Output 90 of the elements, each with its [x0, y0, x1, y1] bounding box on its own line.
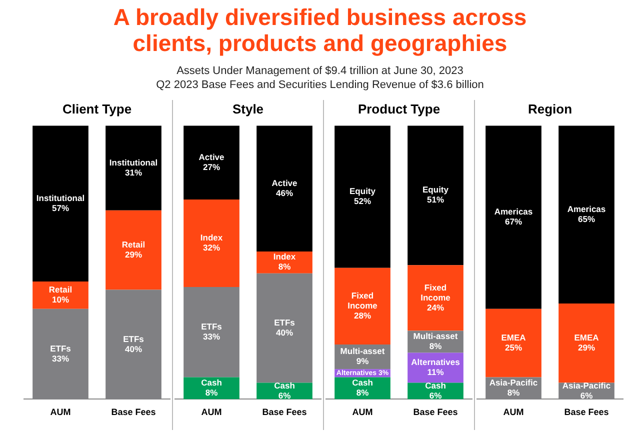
series-label: Asia-Pacific — [489, 378, 538, 388]
data-label: 8% — [278, 262, 292, 272]
data-label: 6% — [580, 390, 594, 400]
chart-title: Region — [528, 101, 572, 116]
bar — [106, 126, 162, 210]
data-label: 67% — [504, 216, 522, 227]
text: Americas — [494, 206, 533, 217]
bar — [256, 273, 312, 383]
text: Alternatives — [411, 357, 460, 368]
data-label: 25% — [504, 342, 522, 352]
bar — [32, 126, 88, 282]
chart-title: Style — [232, 101, 264, 116]
data-label: 51% — [426, 194, 444, 205]
text: Equity — [422, 184, 448, 195]
data-label: 32% — [202, 242, 220, 253]
series-label: Institutional — [36, 192, 85, 203]
data-label: 6% — [278, 390, 292, 400]
x-tick-label: Base Fees — [111, 407, 156, 418]
data-label: 8% — [507, 388, 520, 398]
data-label: 10% — [52, 294, 70, 305]
bar — [486, 308, 542, 378]
data-label: 29% — [578, 342, 596, 352]
data-label: 8% — [205, 388, 218, 398]
data-label: 33% — [52, 353, 70, 364]
bar — [256, 126, 312, 252]
data-label: 57% — [52, 202, 70, 213]
text: Retail — [122, 239, 146, 250]
bar — [408, 265, 464, 331]
text: A broadly diversified business across clients, products and geographies — [112, 4, 528, 56]
data-label: 31% — [124, 167, 142, 178]
data-label: 40% — [124, 344, 142, 354]
data-label: 29% — [124, 249, 142, 260]
data-label: 28% — [354, 310, 372, 321]
text: Q2 2023 Base Fees and Securities Lending Revenue of $3.6 billion — [155, 78, 485, 92]
data-label: 11% — [427, 367, 444, 378]
x-tick-label: Base Fees — [413, 407, 458, 418]
bar — [184, 199, 240, 288]
bar — [486, 126, 542, 309]
bar — [408, 126, 464, 266]
bar — [32, 282, 88, 309]
bar — [184, 287, 240, 378]
text: ETFs — [123, 334, 144, 344]
series-label: Index — [273, 252, 296, 262]
text: Active — [272, 178, 298, 188]
data-label: 9% — [356, 356, 370, 366]
x-tick-label: Base Fees — [262, 407, 307, 418]
bar — [106, 210, 162, 290]
bar — [334, 126, 390, 268]
bar — [558, 126, 614, 304]
data-label: 33% — [202, 332, 220, 342]
data-label: 46% — [276, 188, 294, 198]
bar — [334, 268, 390, 344]
chart-title: Product Type — [358, 101, 440, 116]
text: Assets Under Management of $9.4 trillion at June 30, 2023 — [176, 64, 464, 78]
text: Cash — [274, 380, 295, 390]
text: Index — [200, 232, 223, 243]
text: Institutional — [109, 157, 158, 168]
data-label: 8% — [356, 388, 370, 398]
x-tick-label: Base Fees — [564, 407, 609, 418]
series-label: ETFs — [201, 322, 222, 332]
series-label: Retail — [48, 284, 72, 295]
series-label: Active — [198, 152, 225, 162]
series-label: ETFs — [50, 343, 72, 354]
chart-title: Client Type — [62, 101, 132, 116]
series-label: Equity — [350, 186, 376, 196]
bar — [558, 303, 614, 383]
text: EMEA — [501, 332, 526, 342]
bar — [184, 126, 240, 200]
series-label: Fixed Income — [348, 290, 378, 311]
x-tick-label: AUM — [50, 407, 71, 418]
series-label: Cash — [201, 378, 222, 388]
data-label: 6% — [429, 390, 442, 400]
data-label: 24% — [426, 302, 444, 312]
x-tick-label: AUM — [352, 407, 373, 418]
data-label: 52% — [354, 196, 372, 206]
series-label: Multi-asset — [413, 331, 458, 342]
text: Fixed Income — [420, 282, 450, 302]
series-label: Americas — [567, 204, 606, 214]
series-label: EMEA — [574, 332, 599, 342]
series-label: Cash — [352, 378, 373, 388]
data-label: 8% — [429, 341, 442, 352]
x-tick-label: AUM — [503, 407, 524, 418]
text: Multi-asset — [340, 346, 385, 356]
data-label: 27% — [202, 162, 220, 172]
text: ETFs — [274, 317, 295, 328]
text: Cash — [425, 380, 446, 390]
data-label: 65% — [578, 214, 596, 224]
x-tick-label: AUM — [201, 407, 222, 418]
data-label: 40% — [276, 327, 294, 338]
text: Asia-Pacific — [562, 380, 611, 390]
